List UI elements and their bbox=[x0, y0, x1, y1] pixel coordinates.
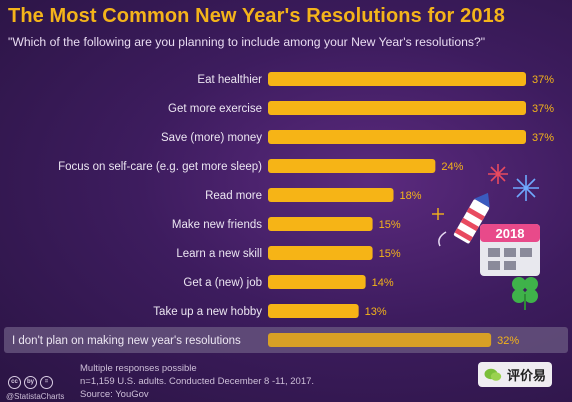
bar-label: Eat healthier bbox=[197, 74, 262, 86]
bar bbox=[268, 72, 526, 86]
by-icon: by bbox=[24, 376, 37, 389]
bar-value-label: 14% bbox=[372, 277, 394, 289]
bar-label: Take up a new hobby bbox=[153, 306, 262, 318]
bar bbox=[268, 130, 526, 144]
cc-icon: cc bbox=[8, 376, 21, 389]
bar bbox=[268, 333, 492, 347]
bar-label: Save (more) money bbox=[161, 132, 262, 144]
bar bbox=[268, 101, 526, 115]
bar bbox=[268, 275, 366, 289]
bar-value-label: 18% bbox=[400, 190, 422, 202]
bar-label: Make new friends bbox=[172, 219, 262, 231]
bar-value-label: 32% bbox=[497, 335, 519, 347]
bar-label: Read more bbox=[205, 190, 262, 202]
nd-icon: = bbox=[40, 376, 53, 389]
footnote-source: Source: YouGov bbox=[80, 389, 149, 400]
bar bbox=[268, 188, 394, 202]
footnote-sample: n=1,159 U.S. adults. Conducted December … bbox=[80, 376, 315, 387]
bar bbox=[268, 217, 373, 231]
bar-label: I don't plan on making new year's resolu… bbox=[12, 335, 241, 347]
bar-label: Focus on self-care (e.g. get more sleep) bbox=[58, 161, 262, 173]
watermark: 评价易 bbox=[478, 362, 553, 387]
bar-chart: Eat healthier 37% Get more exercise 37% Save… bbox=[4, 72, 568, 353]
chart-title: The Most Common New Year's Resolutions f… bbox=[8, 5, 505, 27]
license-icons: cc by = bbox=[8, 376, 53, 389]
statista-handle: @StatistaCharts bbox=[6, 392, 65, 401]
bar-value-label: 15% bbox=[379, 248, 401, 260]
bar bbox=[268, 246, 373, 260]
bar-label: Get more exercise bbox=[168, 103, 262, 115]
bar bbox=[268, 304, 359, 318]
bar-label: Learn a new skill bbox=[176, 248, 262, 260]
wechat-icon bbox=[484, 368, 502, 381]
bar-value-label: 15% bbox=[379, 219, 401, 231]
footnote-multiple: Multiple responses possible bbox=[80, 363, 197, 374]
bar-value-label: 13% bbox=[365, 306, 387, 318]
bar-value-label: 37% bbox=[532, 103, 554, 115]
bar-label: Get a (new) job bbox=[183, 277, 262, 289]
watermark-text: 评价易 bbox=[507, 368, 547, 383]
bar-value-label: 37% bbox=[532, 74, 554, 86]
bar-value-label: 24% bbox=[441, 161, 463, 173]
bar bbox=[268, 159, 436, 173]
bar-value-label: 37% bbox=[532, 132, 554, 144]
chart-subtitle: "Which of the following are you planning… bbox=[8, 35, 486, 49]
